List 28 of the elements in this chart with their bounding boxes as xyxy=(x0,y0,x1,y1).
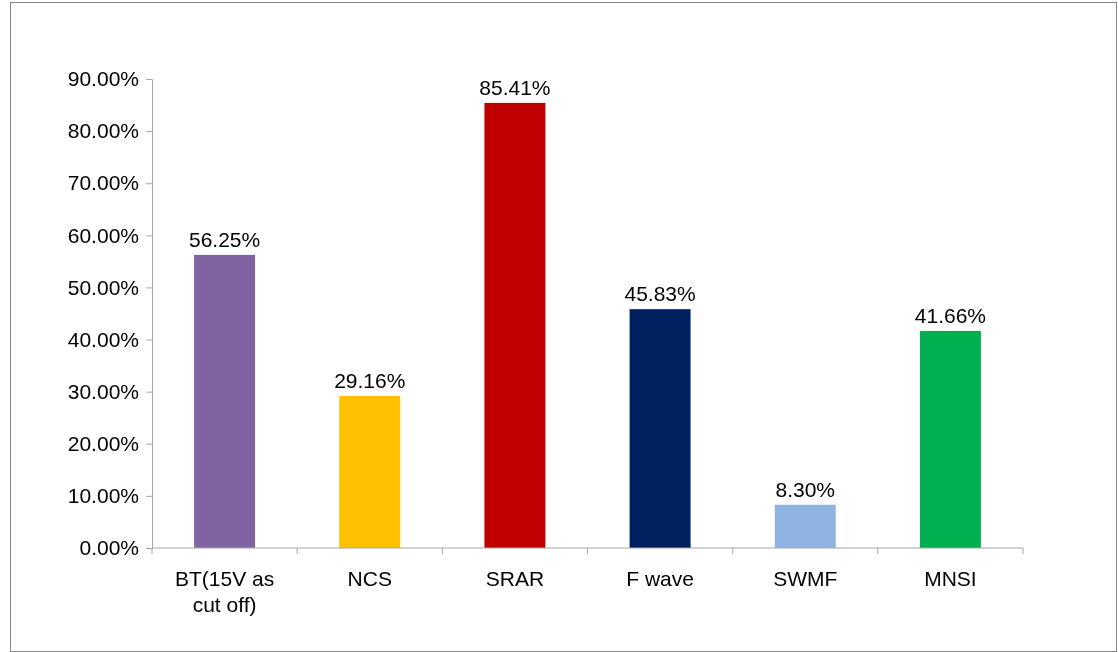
y-tick-label: 40.00% xyxy=(67,327,139,351)
y-tick-label: 60.00% xyxy=(67,223,139,247)
bar xyxy=(339,396,401,548)
data-label: 56.25% xyxy=(188,227,261,251)
y-tick-label: 50.00% xyxy=(67,275,139,299)
bar xyxy=(919,330,981,548)
data-label: 8.30% xyxy=(775,477,836,501)
x-tick-label: SWMF xyxy=(773,567,838,590)
data-label: 45.83% xyxy=(624,282,696,306)
x-tick-label: F wave xyxy=(626,567,694,590)
y-tick-label: 90.00% xyxy=(67,67,139,91)
bar xyxy=(194,254,256,548)
x-tick-label: MNSI xyxy=(924,567,977,590)
data-label: 85.41% xyxy=(479,75,551,99)
bar xyxy=(629,309,691,548)
y-tick-label: 80.00% xyxy=(67,119,139,143)
data-label: 29.16% xyxy=(334,369,406,393)
bar xyxy=(774,504,836,548)
x-tick-label: SRAR xyxy=(485,567,545,590)
x-tick-label: NCS xyxy=(347,567,392,590)
y-tick-label: 20.00% xyxy=(67,432,139,455)
y-tick-label: 0.00% xyxy=(79,536,139,560)
bar xyxy=(484,102,546,548)
data-label: 41.66% xyxy=(914,303,987,327)
x-tick-label: BT(15V as cut off) xyxy=(174,567,275,617)
y-tick-label: 70.00% xyxy=(67,171,139,195)
y-tick-label: 30.00% xyxy=(67,379,139,403)
y-tick-label: 10.00% xyxy=(67,484,139,508)
